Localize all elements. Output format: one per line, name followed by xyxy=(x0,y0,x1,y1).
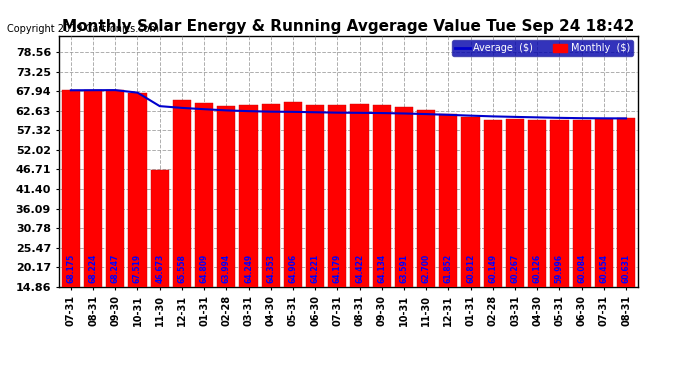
Bar xyxy=(128,93,146,342)
Bar xyxy=(284,102,302,342)
Bar xyxy=(172,100,191,342)
Bar xyxy=(306,105,324,342)
Text: 64.906: 64.906 xyxy=(288,254,297,283)
Text: 60.812: 60.812 xyxy=(466,254,475,283)
Title: Monthly Solar Energy & Running Avgerage Value Tue Sep 24 18:42: Monthly Solar Energy & Running Avgerage … xyxy=(62,20,635,34)
Text: 60.149: 60.149 xyxy=(489,254,497,283)
Bar xyxy=(484,120,502,342)
Bar xyxy=(417,111,435,342)
Bar xyxy=(573,120,591,342)
Text: 60.126: 60.126 xyxy=(533,254,542,283)
Text: 63.994: 63.994 xyxy=(221,254,231,283)
Bar xyxy=(106,90,124,342)
Text: 68.224: 68.224 xyxy=(88,254,97,283)
Text: 60.267: 60.267 xyxy=(511,254,520,283)
Text: 65.558: 65.558 xyxy=(177,254,186,283)
Text: 62.700: 62.700 xyxy=(422,254,431,283)
Text: 61.852: 61.852 xyxy=(444,254,453,283)
Legend: Average  ($), Monthly  ($): Average ($), Monthly ($) xyxy=(452,40,633,56)
Bar xyxy=(150,170,169,342)
Text: 67.519: 67.519 xyxy=(133,254,142,283)
Bar xyxy=(617,118,635,342)
Text: 64.422: 64.422 xyxy=(355,254,364,283)
Bar xyxy=(62,90,80,342)
Bar xyxy=(195,103,213,342)
Bar xyxy=(84,90,102,342)
Bar xyxy=(395,107,413,342)
Text: 60.631: 60.631 xyxy=(622,254,631,283)
Bar xyxy=(262,104,280,342)
Text: 64.134: 64.134 xyxy=(377,254,386,283)
Text: 59.996: 59.996 xyxy=(555,254,564,283)
Text: 60.084: 60.084 xyxy=(577,254,586,283)
Bar xyxy=(551,120,569,342)
Bar xyxy=(373,105,391,342)
Bar xyxy=(217,106,235,342)
Text: 63.591: 63.591 xyxy=(400,254,408,283)
Text: 64.353: 64.353 xyxy=(266,254,275,283)
Text: 64.179: 64.179 xyxy=(333,254,342,283)
Text: 64.809: 64.809 xyxy=(199,254,208,283)
Bar xyxy=(506,120,524,342)
Text: Copyright 2019 Cartronics.com: Copyright 2019 Cartronics.com xyxy=(7,24,159,34)
Bar xyxy=(328,105,346,342)
Bar xyxy=(351,104,368,342)
Bar xyxy=(440,114,457,342)
Bar xyxy=(528,120,546,342)
Bar xyxy=(595,119,613,342)
Text: 68.247: 68.247 xyxy=(111,254,120,283)
Bar xyxy=(239,105,257,342)
Text: 64.221: 64.221 xyxy=(310,254,319,283)
Bar xyxy=(462,117,480,342)
Text: 68.175: 68.175 xyxy=(66,254,75,283)
Text: 60.454: 60.454 xyxy=(600,254,609,283)
Text: 64.249: 64.249 xyxy=(244,254,253,283)
Text: 46.673: 46.673 xyxy=(155,254,164,283)
